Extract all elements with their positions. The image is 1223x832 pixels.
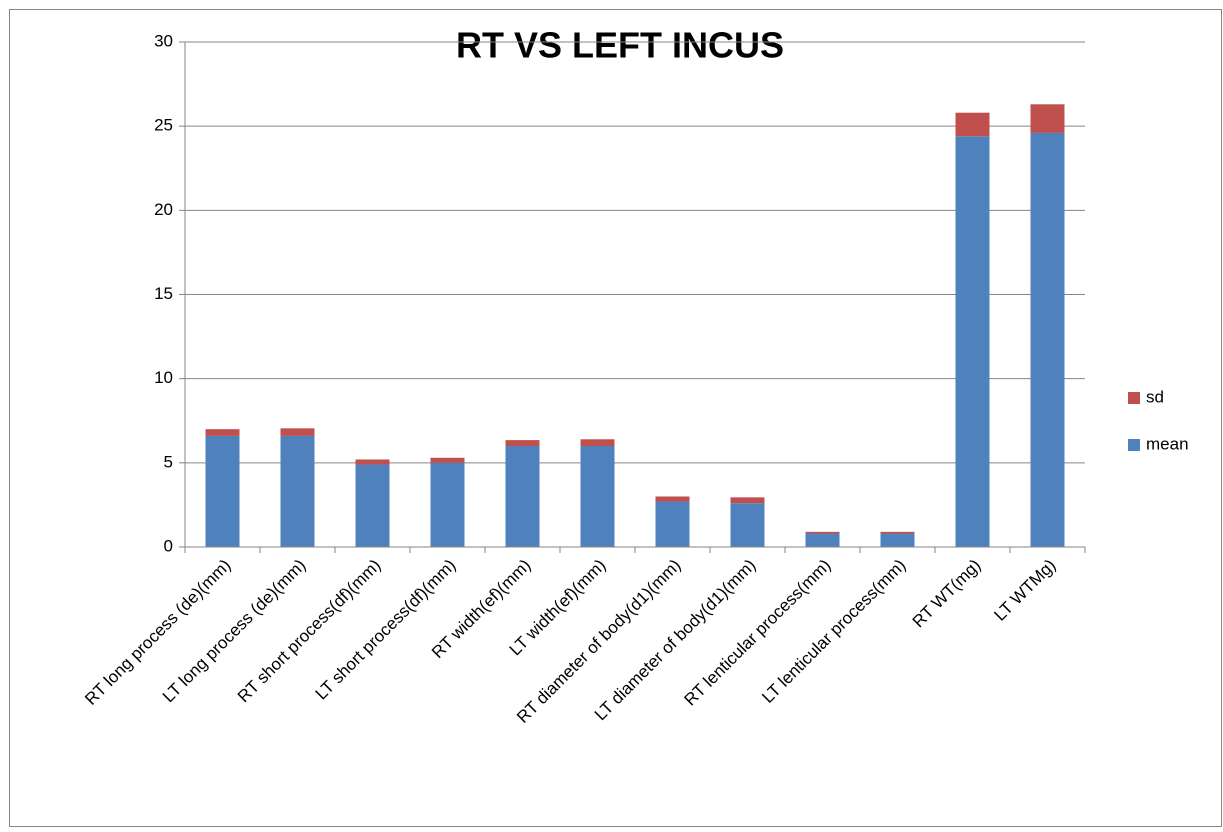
legend-label: mean [1146, 434, 1189, 453]
bar-segment [805, 533, 840, 547]
legend-swatch [1128, 392, 1140, 404]
bar-segment [730, 497, 765, 504]
bar-segment [430, 457, 465, 463]
bar-segment [655, 501, 690, 547]
x-tick-label: RT lenticular process(mm) [681, 556, 835, 710]
bar-segment [355, 459, 390, 465]
x-tick-label: RT long process (de)(mm) [81, 556, 234, 709]
y-tick-label: 20 [154, 200, 173, 219]
x-tick-label: RT short process(df)(mm) [234, 556, 385, 707]
bar-segment [205, 429, 240, 436]
legend-swatch [1128, 439, 1140, 451]
x-tick-label: LT diameter of body(d1)(mm) [591, 556, 760, 725]
y-tick-label: 5 [164, 452, 173, 471]
bar-segment [880, 531, 915, 534]
bar-segment [805, 531, 840, 534]
bar-segment [505, 440, 540, 446]
bar-segment [1030, 132, 1065, 547]
bar-segment [355, 464, 390, 547]
bar-segment [580, 446, 615, 547]
x-tick-label: LT lenticular process(mm) [758, 556, 909, 707]
bar-segment [280, 435, 315, 547]
y-tick-label: 25 [154, 116, 173, 135]
bar-segment [280, 428, 315, 436]
y-tick-label: 30 [154, 31, 173, 50]
x-tick-label: LT WTMg) [990, 556, 1059, 625]
bar-segment [1030, 104, 1065, 133]
chart-title: RT VS LEFT INCUS [456, 25, 784, 66]
bar-segment [655, 496, 690, 502]
x-tick-label: LT long process (de)(mm) [159, 556, 310, 707]
bar-segment [505, 446, 540, 547]
legend-label: sd [1146, 387, 1164, 406]
y-tick-label: 0 [164, 536, 173, 555]
x-tick-label: LT short process(df)(mm) [312, 556, 460, 704]
bar-segment [430, 462, 465, 547]
bar-segment [955, 112, 990, 137]
y-tick-label: 15 [154, 284, 173, 303]
x-tick-label: RT WT(mg) [909, 556, 985, 632]
bar-segment [730, 503, 765, 547]
bar-segment [580, 439, 615, 446]
bar-segment [955, 136, 990, 547]
y-tick-label: 10 [154, 368, 173, 387]
x-tick-label: RT diameter of body(d1)(mm) [513, 556, 684, 727]
bar-segment [880, 533, 915, 547]
bar-segment [205, 435, 240, 547]
